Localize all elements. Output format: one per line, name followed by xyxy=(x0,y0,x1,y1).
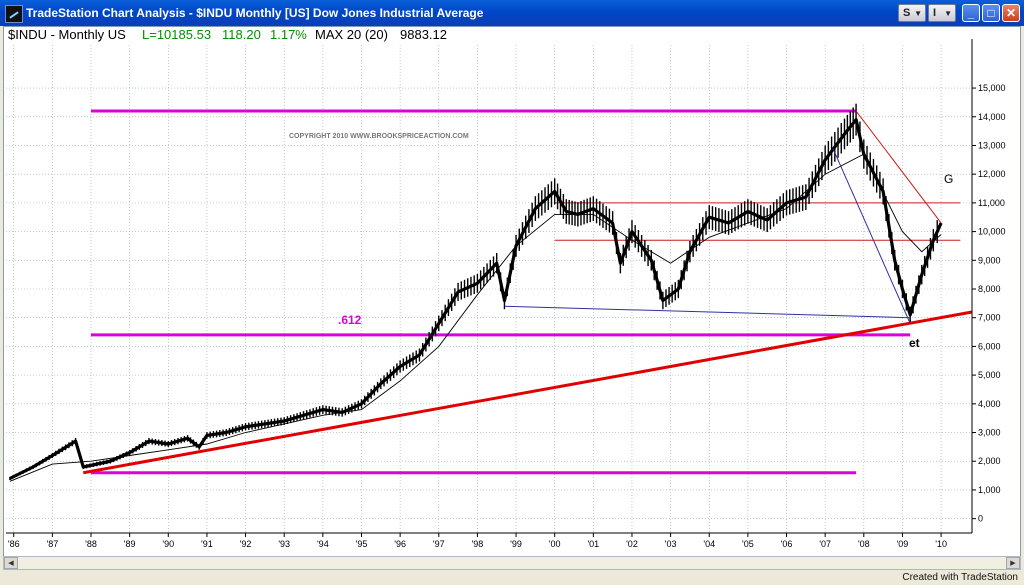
trendlines xyxy=(83,110,973,475)
grid xyxy=(6,45,972,533)
x-tick-label: '96 xyxy=(394,539,406,549)
y-tick-label: 2,000 xyxy=(978,456,1001,466)
x-tick-label: '92 xyxy=(240,539,252,549)
x-tick-label: '04 xyxy=(703,539,715,549)
scroll-left-icon[interactable]: ◀ xyxy=(4,557,18,569)
y-tick-label: 6,000 xyxy=(978,341,1001,351)
indicator-label: MAX 20 (20) xyxy=(315,27,388,42)
tradestation-app-icon xyxy=(5,5,23,23)
fib-level-label: .612 xyxy=(338,313,362,327)
trendline xyxy=(83,310,973,475)
trendline xyxy=(855,110,942,224)
symbol-label: $INDU - Monthly US xyxy=(8,27,126,42)
x-tick-label: '02 xyxy=(626,539,638,549)
y-tick-label: 0 xyxy=(978,514,983,524)
last-price: L=10185.53 xyxy=(142,27,211,42)
x-tick-label: '90 xyxy=(162,539,174,549)
y-tick-label: 10,000 xyxy=(978,227,1006,237)
chevron-down-icon: ▼ xyxy=(914,9,922,18)
close-button[interactable]: ✕ xyxy=(1002,4,1020,22)
y-tick-label: 4,000 xyxy=(978,399,1001,409)
copyright-note: COPYRIGHT 2010 WWW.BROOKSPRICEACTION.COM xyxy=(289,133,469,140)
x-tick-label: '03 xyxy=(665,539,677,549)
x-tick-label: '98 xyxy=(472,539,484,549)
horizontal-levels xyxy=(91,109,961,475)
x-tick-label: '91 xyxy=(201,539,213,549)
x-tick-label: '89 xyxy=(124,539,136,549)
g-label: G xyxy=(944,172,953,186)
scroll-right-icon[interactable]: ▶ xyxy=(1006,557,1020,569)
y-tick-label: 7,000 xyxy=(978,313,1001,323)
x-tick-label: '06 xyxy=(781,539,793,549)
indicator-value: 9883.12 xyxy=(400,27,447,42)
maximize-button[interactable]: □ xyxy=(982,4,1000,22)
net-change: 118.20 xyxy=(222,27,261,42)
trendline xyxy=(504,305,911,319)
status-bar: Created with TradeStation xyxy=(0,572,1024,585)
y-tick-label: 13,000 xyxy=(978,140,1006,150)
x-tick-label: '05 xyxy=(742,539,754,549)
x-tick-label: '93 xyxy=(278,539,290,549)
price-chart[interactable]: 0 1,000 2,000 3,000 4,000 5,000 6,000 7,000 8,00… xyxy=(4,27,1020,555)
percent-change: 1.17% xyxy=(270,27,307,42)
x-tick-label: '87 xyxy=(47,539,59,549)
window-title: TradeStation Chart Analysis - $INDU Mont… xyxy=(26,6,484,20)
symbol-link-button[interactable]: S ▼ xyxy=(898,4,926,22)
y-tick-label: 14,000 xyxy=(978,112,1006,122)
y-tick-label: 1,000 xyxy=(978,485,1001,495)
x-tick-label: '86 xyxy=(8,539,20,549)
x-tick-label: '01 xyxy=(587,539,599,549)
x-tick-label: '88 xyxy=(85,539,97,549)
y-tick-label: 11,000 xyxy=(978,198,1005,208)
x-tick-label: '10 xyxy=(935,539,947,549)
chevron-down-icon: ▼ xyxy=(944,9,952,18)
y-tick-label: 5,000 xyxy=(978,370,1001,380)
minimize-button[interactable]: _ xyxy=(962,4,980,22)
x-tick-label: '95 xyxy=(356,539,368,549)
trendline xyxy=(832,148,911,324)
horizontal-scrollbar[interactable]: ◀ ▶ xyxy=(3,556,1021,570)
chart-panel[interactable]: 0 1,000 2,000 3,000 4,000 5,000 6,000 7,000 8,00… xyxy=(3,26,1021,570)
moving-average-line xyxy=(9,153,942,482)
x-tick-label: '07 xyxy=(819,539,831,549)
x-tick-label: '97 xyxy=(433,539,445,549)
title-bar: TradeStation Chart Analysis - $INDU Mont… xyxy=(0,0,1024,26)
price-bars xyxy=(9,118,943,480)
x-tick-label: '09 xyxy=(897,539,909,549)
price-series xyxy=(9,103,943,482)
et-label: et xyxy=(909,336,920,350)
y-tick-label: 9,000 xyxy=(978,255,1001,265)
x-tick-label: '00 xyxy=(549,539,561,549)
x-tick-label: '99 xyxy=(510,539,522,549)
created-with-note: Created with TradeStation xyxy=(902,572,1018,583)
y-tick-label: 8,000 xyxy=(978,284,1001,294)
x-tick-label: '08 xyxy=(858,539,870,549)
axes: 0 1,000 2,000 3,000 4,000 5,000 6,000 7,000 8,00… xyxy=(6,39,1006,549)
interval-link-button[interactable]: I ▼ xyxy=(928,4,956,22)
y-tick-label: 12,000 xyxy=(978,169,1006,179)
x-tick-label: '94 xyxy=(317,539,329,549)
y-tick-label: 15,000 xyxy=(978,83,1006,93)
y-tick-label: 3,000 xyxy=(978,428,1001,438)
